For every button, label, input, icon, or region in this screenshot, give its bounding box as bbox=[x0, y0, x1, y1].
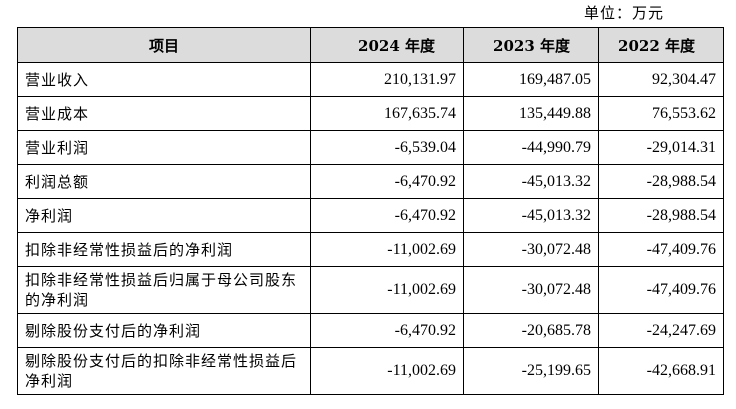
value-2023: 169,487.05 bbox=[463, 62, 599, 97]
value-2022: 92,304.47 bbox=[598, 62, 724, 97]
value-2023: -44,990.79 bbox=[463, 130, 599, 165]
table-row: 营业收入 210,131.97 169,487.05 92,304.47 bbox=[17, 62, 724, 97]
table-row: 营业利润 -6,539.04 -44,990.79 -29,014.31 bbox=[17, 130, 724, 165]
value-2023: 135,449.88 bbox=[463, 96, 599, 131]
header-item: 项目 bbox=[17, 27, 311, 63]
financial-table: 项目 2024 年度 2023 年度 2022 年度 营业收入 210,131.… bbox=[17, 27, 724, 395]
value-2023: -45,013.32 bbox=[463, 164, 599, 199]
row-label: 营业成本 bbox=[17, 96, 311, 131]
value-2024: 210,131.97 bbox=[310, 62, 464, 97]
row-label: 利润总额 bbox=[17, 164, 311, 199]
value-2023: -30,072.48 bbox=[463, 266, 599, 314]
unit-label: 单位：万元 bbox=[583, 4, 664, 22]
value-2023: -30,072.48 bbox=[463, 232, 599, 267]
value-2022: -29,014.31 bbox=[598, 130, 724, 165]
header-2024: 2024 年度 bbox=[310, 27, 464, 63]
table-row: 剔除股份支付后的净利润 -6,470.92 -20,685.78 -24,247… bbox=[17, 313, 724, 348]
value-2024: -6,470.92 bbox=[310, 164, 464, 199]
value-2023: -20,685.78 bbox=[463, 313, 599, 348]
value-2022: -47,409.76 bbox=[598, 232, 724, 267]
value-2022: 76,553.62 bbox=[598, 96, 724, 131]
value-2022: -47,409.76 bbox=[598, 266, 724, 314]
value-2022: -28,988.54 bbox=[598, 198, 724, 233]
table-row: 净利润 -6,470.92 -45,013.32 -28,988.54 bbox=[17, 198, 724, 233]
table-row: 扣除非经常性损益后归属于母公司股东的净利润 -11,002.69 -30,072… bbox=[17, 266, 724, 314]
table-row: 扣除非经常性损益后的净利润 -11,002.69 -30,072.48 -47,… bbox=[17, 232, 724, 267]
value-2022: -24,247.69 bbox=[598, 313, 724, 348]
row-label: 剔除股份支付后的净利润 bbox=[17, 313, 311, 348]
row-label: 净利润 bbox=[17, 198, 311, 233]
row-label: 扣除非经常性损益后归属于母公司股东的净利润 bbox=[17, 266, 311, 314]
row-label: 营业收入 bbox=[17, 62, 311, 97]
row-label: 扣除非经常性损益后的净利润 bbox=[17, 232, 311, 267]
table-row: 营业成本 167,635.74 135,449.88 76,553.62 bbox=[17, 96, 724, 131]
row-label: 剔除股份支付后的扣除非经常性损益后净利润 bbox=[17, 347, 311, 395]
header-2023: 2023 年度 bbox=[463, 27, 599, 63]
value-2024: -11,002.69 bbox=[310, 347, 464, 395]
value-2024: -6,539.04 bbox=[310, 130, 464, 165]
value-2024: 167,635.74 bbox=[310, 96, 464, 131]
table-row: 剔除股份支付后的扣除非经常性损益后净利润 -11,002.69 -25,199.… bbox=[17, 347, 724, 395]
table-row: 利润总额 -6,470.92 -45,013.32 -28,988.54 bbox=[17, 164, 724, 199]
value-2022: -42,668.91 bbox=[598, 347, 724, 395]
table-header-row: 项目 2024 年度 2023 年度 2022 年度 bbox=[17, 27, 724, 63]
value-2022: -28,988.54 bbox=[598, 164, 724, 199]
value-2024: -6,470.92 bbox=[310, 198, 464, 233]
value-2024: -6,470.92 bbox=[310, 313, 464, 348]
value-2023: -45,013.32 bbox=[463, 198, 599, 233]
header-2022: 2022 年度 bbox=[598, 27, 724, 63]
value-2024: -11,002.69 bbox=[310, 232, 464, 267]
row-label: 营业利润 bbox=[17, 130, 311, 165]
value-2024: -11,002.69 bbox=[310, 266, 464, 314]
value-2023: -25,199.65 bbox=[463, 347, 599, 395]
